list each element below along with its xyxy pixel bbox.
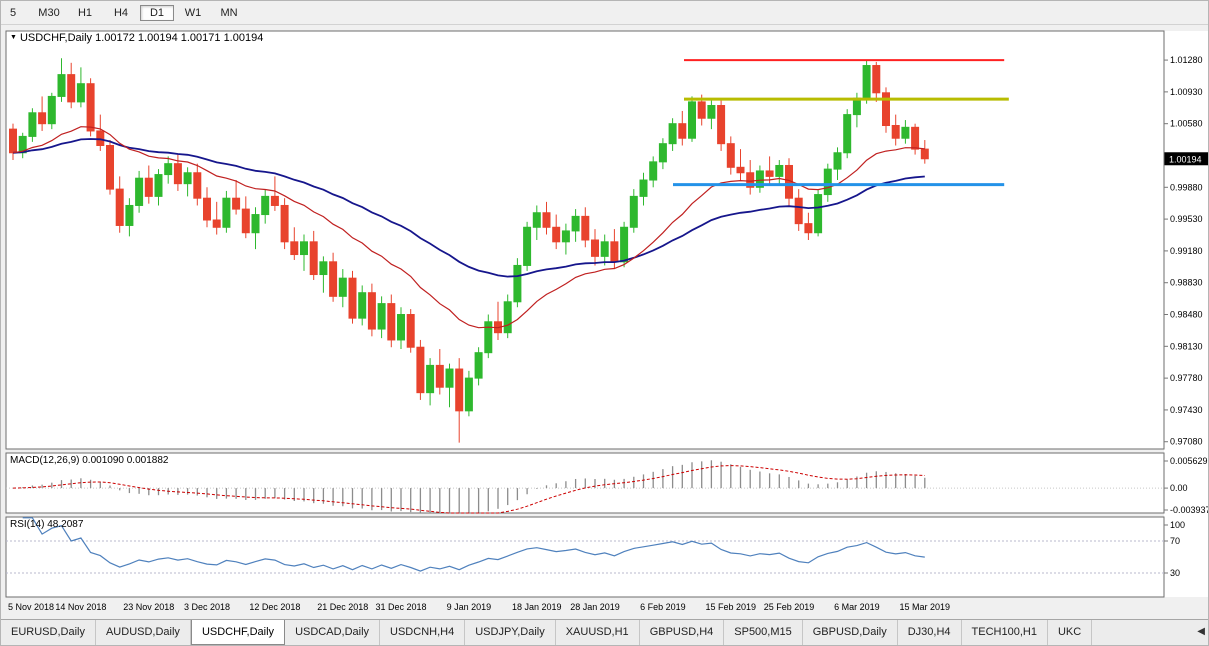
price-axis-label: 0.99530 xyxy=(1170,214,1203,224)
macd-layer: 0.005629 0.00 -0.003937 xyxy=(6,456,1209,515)
date-axis-label: 25 Feb 2019 xyxy=(764,602,815,612)
candles-layer xyxy=(9,58,929,443)
timeframe-mn-button[interactable]: MN xyxy=(220,6,238,19)
horizontal-lines-layer xyxy=(673,59,1009,187)
tab-audusd-daily[interactable]: AUDUSD,Daily xyxy=(96,620,191,645)
price-axis-label: 1.00930 xyxy=(1170,87,1203,97)
rsi-axis-label: 70 xyxy=(1170,536,1180,546)
timeframe-d1-button[interactable]: D1 xyxy=(140,4,174,21)
tab-usdcad-daily[interactable]: USDCAD,Daily xyxy=(285,620,381,645)
date-axis-label: 21 Dec 2018 xyxy=(317,602,368,612)
timeframe-h1-button[interactable]: H1 xyxy=(77,6,93,19)
timeframe-5-button[interactable]: 5 xyxy=(9,6,17,19)
timeframe-m30-button[interactable]: M30 xyxy=(38,6,60,19)
chart-tabs-bar: EURUSD,Daily AUDUSD,Daily USDCHF,Daily USDC… xyxy=(1,619,1208,645)
price-axis-label: 1.00580 xyxy=(1170,119,1203,129)
current-price-box xyxy=(1164,152,1208,166)
tab-gbpusd-h4[interactable]: GBPUSD,H4 xyxy=(640,620,725,645)
moving-averages-layer xyxy=(12,126,925,329)
ma-20-line xyxy=(12,126,925,329)
date-axis-label: 14 Nov 2018 xyxy=(55,602,106,612)
date-axis-label: 9 Jan 2019 xyxy=(447,602,492,612)
price-axis-label: 0.97080 xyxy=(1170,437,1203,447)
tab-dj30-h4[interactable]: DJ30,H4 xyxy=(898,620,962,645)
tab-gbpusd-daily[interactable]: GBPUSD,Daily xyxy=(803,620,898,645)
ma-45-line xyxy=(12,138,925,278)
rsi-axis-label: 100 xyxy=(1170,520,1185,530)
price-axis-background xyxy=(1164,31,1208,597)
date-axis-label: 31 Dec 2018 xyxy=(375,602,426,612)
timeframe-w1-button[interactable]: W1 xyxy=(184,6,202,19)
tab-usdcnh-h4[interactable]: USDCNH,H4 xyxy=(380,620,466,645)
macd-axis-label: 0.00 xyxy=(1170,483,1188,493)
tabs-scroll-left-button[interactable]: ◀ xyxy=(1197,626,1205,637)
rsi-pane[interactable] xyxy=(5,516,1165,598)
macd-signal-line xyxy=(12,465,925,514)
date-axis-label: 6 Feb 2019 xyxy=(640,602,686,612)
tab-usdchf-daily[interactable]: USDCHF,Daily xyxy=(190,620,286,645)
tab-xauusd-h1[interactable]: XAUUSD,H1 xyxy=(556,620,640,645)
price-axis-label: 0.99180 xyxy=(1170,246,1203,256)
date-axis-label: 15 Mar 2019 xyxy=(900,602,951,612)
current-price-label: 1.00194 xyxy=(1169,154,1202,164)
rsi-line xyxy=(22,517,925,572)
tab-usdjpy-daily[interactable]: USDJPY,Daily xyxy=(465,620,556,645)
time-axis[interactable]: 5 Nov 2018 14 Nov 2018 23 Nov 2018 3 Dec 20… xyxy=(8,602,950,612)
rsi-axis-label: 30 xyxy=(1170,568,1180,578)
macd-axis-label: -0.003937 xyxy=(1170,505,1209,515)
tab-ukc[interactable]: UKC xyxy=(1048,620,1093,645)
timeframe-h4-button[interactable]: H4 xyxy=(113,6,129,19)
timeframe-toolbar: 5 M30 H1 H4 D1 W1 MN xyxy=(1,1,1208,25)
price-axis-label: 0.97430 xyxy=(1170,405,1203,415)
date-axis-label: 18 Jan 2019 xyxy=(512,602,562,612)
tab-eurusd-daily[interactable]: EURUSD,Daily xyxy=(1,620,96,645)
macd-axis-label: 0.005629 xyxy=(1170,456,1208,466)
price-axis-label: 0.98480 xyxy=(1170,310,1203,320)
date-axis-label: 5 Nov 2018 xyxy=(8,602,54,612)
tab-sp500-m15[interactable]: SP500,M15 xyxy=(724,620,803,645)
date-axis-label: 6 Mar 2019 xyxy=(834,602,880,612)
date-axis-label: 28 Jan 2019 xyxy=(570,602,620,612)
price-axis-label: 0.98830 xyxy=(1170,278,1203,288)
price-axis-label: 1.01280 xyxy=(1170,55,1203,65)
price-axis-label: 0.97780 xyxy=(1170,373,1203,383)
rsi-layer: 100 70 30 xyxy=(6,517,1185,578)
price-axis-label: 0.98130 xyxy=(1170,341,1203,351)
date-axis-label: 3 Dec 2018 xyxy=(184,602,230,612)
date-axis-label: 23 Nov 2018 xyxy=(123,602,174,612)
tab-tech100-h1[interactable]: TECH100,H1 xyxy=(962,620,1048,645)
date-axis-label: 12 Dec 2018 xyxy=(249,602,300,612)
tabs-strip: EURUSD,Daily AUDUSD,Daily USDCHF,Daily USDC… xyxy=(1,620,1208,645)
price-axis-label: 0.99880 xyxy=(1170,182,1203,192)
price-axis[interactable]: 1.01280 1.00930 1.00580 0.99880 0.99530 0.991… xyxy=(1164,55,1209,447)
date-axis-label: 15 Feb 2019 xyxy=(706,602,757,612)
